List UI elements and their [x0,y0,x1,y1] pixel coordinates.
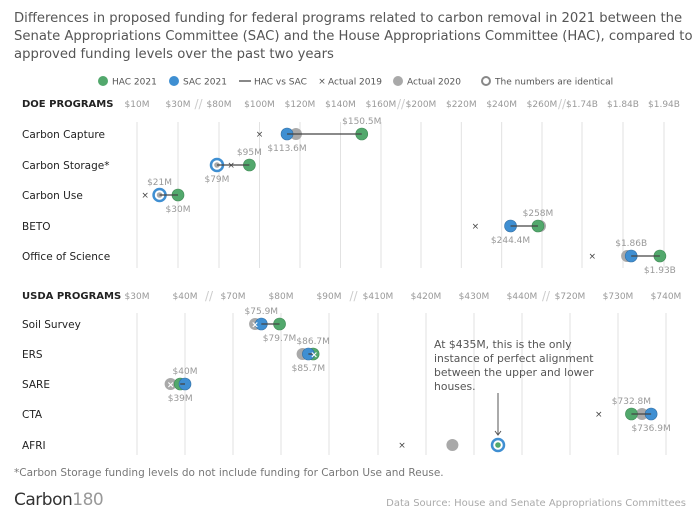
x-tick-label: $220M [446,100,477,110]
identical-hac-dot [495,442,501,448]
logo-text: Carbon [14,490,73,510]
section-title: USDA PROGRAMS [22,291,121,302]
row-label: SARE [22,379,50,391]
row-label: CTA [22,409,43,421]
x-tick-label: $200M [406,100,437,110]
data-source: Data Source: House and Senate Appropriat… [386,498,686,509]
x-tick-label: $140M [325,100,356,110]
actual-2020-dot [164,378,177,390]
axis-break-icon: // [397,97,406,111]
hac-value-label: $258M [523,209,554,219]
x-tick-label: $70M [221,292,246,302]
row-label: BETO [22,221,51,233]
x-tick-label: $80M [269,292,294,302]
x-tick-label: $420M [411,292,442,302]
legend-hac-marker [98,76,108,86]
annotation-text: At $435M, this is the only instance of p… [434,338,594,393]
x-tick-label: $1.74B [566,100,598,110]
x-tick-label: $730M [603,292,634,302]
x-tick-label: $440M [507,292,538,302]
x-tick-label: $1.84B [607,100,639,110]
x-tick-label: $410M [363,292,394,302]
legend-label: Actual 2019 [328,78,382,88]
legend-label: SAC 2021 [183,78,227,88]
x-tick-label: $40M [173,292,198,302]
footnote: *Carbon Storage funding levels do not in… [14,467,444,479]
sac-value-label: $21M [147,178,172,188]
sac-value-label: $75.9M [245,307,279,317]
actual-2019-marker: × [472,222,480,232]
legend-label: Actual 2020 [407,78,461,88]
legend-2019-marker: × [318,77,326,87]
actual-2019-marker: × [595,410,603,420]
row-label: Carbon Use [22,190,83,202]
sac-value-label: $736.9M [631,424,670,434]
x-tick-label: $240M [486,100,517,110]
hac-value-label: $1.93B [644,266,676,276]
sac-value-label: $85.7M [292,364,326,374]
row-label: Office of Science [22,251,110,263]
axis-break-icon: // [558,97,567,111]
legend-label: The numbers are identical [494,78,613,88]
sac-value-label: $1.86B [615,239,647,249]
x-tick-label: $30M [166,100,191,110]
x-tick-label: $10M [125,100,150,110]
actual-2019-marker: × [227,161,235,171]
actual-2019-marker: × [310,351,318,361]
sac-value-label: $244.4M [491,236,530,246]
x-tick-label: $1.94B [648,100,680,110]
actual-2019-marker: × [141,191,149,201]
actual-2019-marker: × [251,321,259,331]
axis-break-icon: // [349,289,358,303]
sac-value-label: $79M [204,175,229,185]
legend-2020-marker [393,76,403,86]
annotation-arrowhead [494,430,502,436]
axis-break-icon: // [205,289,214,303]
x-tick-label: $80M [207,100,232,110]
actual-2019-marker: × [167,381,175,391]
hac-value-label: $39M [168,394,193,404]
actual-2020-dot [446,439,459,451]
legend-sac-marker [169,76,179,86]
hac-value-label: $79.7M [263,334,297,344]
axis-break-icon: // [542,289,551,303]
carbon180-logo: Carbon180 [14,490,104,510]
sac-value-label: $40M [173,367,198,377]
chart-title: Differences in proposed funding for fede… [14,11,693,62]
x-tick-label: $740M [651,292,682,302]
hac-value-label: $95M [237,148,262,158]
section-title: DOE PROGRAMS [22,99,113,110]
row-label: ERS [22,349,43,361]
row-label: Carbon Storage* [22,160,110,172]
actual-2019-marker: × [256,130,264,140]
hac-value-label: $30M [166,205,191,215]
x-tick-label: $100M [244,100,275,110]
legend-identical-marker [481,76,491,86]
sac-value-label: $113.6M [267,144,306,154]
x-tick-label: $720M [555,292,586,302]
axis-break-icon: // [194,97,203,111]
x-tick-label: $160M [366,100,397,110]
x-tick-label: $430M [459,292,490,302]
legend-label: HAC 2021 [112,78,157,88]
hac-value-label: $732.8M [612,397,651,407]
row-label: Soil Survey [22,319,81,331]
x-tick-label: $30M [125,292,150,302]
row-label: Carbon Capture [22,129,105,141]
hac-value-label: $86.7M [296,337,330,347]
hac-value-label: $150.5M [342,117,381,127]
x-tick-label: $120M [285,100,316,110]
legend-label: HAC vs SAC [254,78,307,88]
actual-2019-marker: × [588,252,596,262]
actual-2019-marker: × [398,441,406,451]
row-label: AFRI [22,440,46,452]
x-tick-label: $260M [527,100,558,110]
logo-suffix: 180 [72,490,104,510]
x-tick-label: $90M [317,292,342,302]
